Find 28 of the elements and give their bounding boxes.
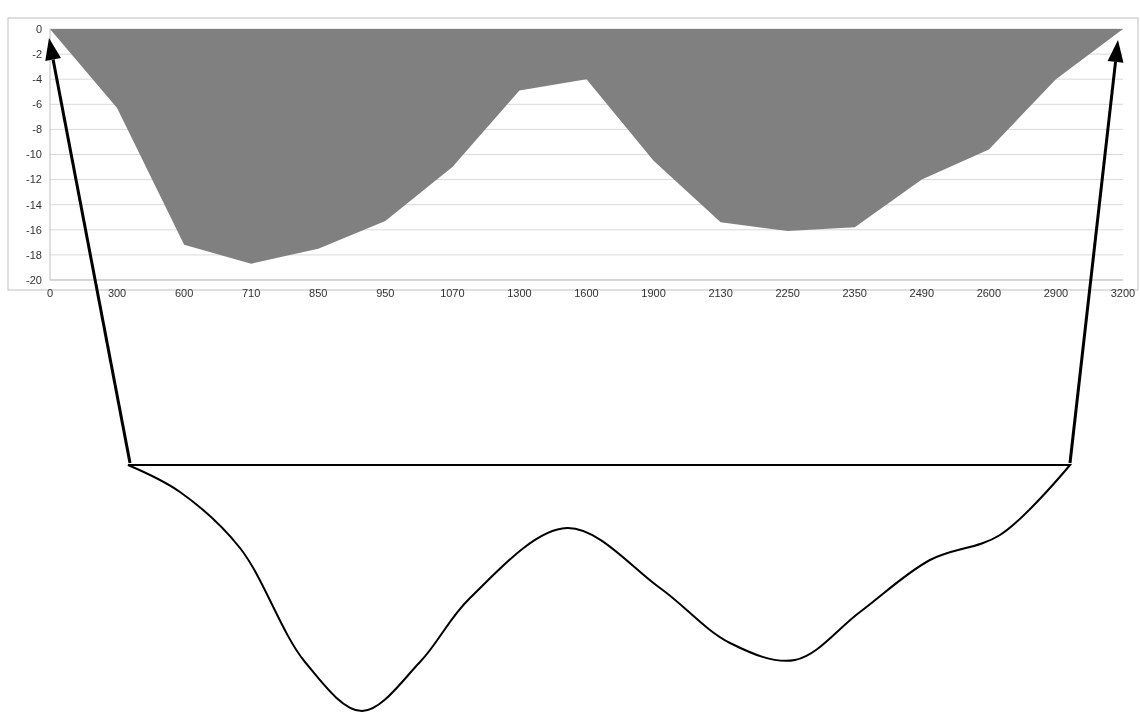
- x-tick-label: 2900: [1043, 287, 1069, 299]
- y-tick-label: -12: [26, 173, 42, 186]
- x-tick-label: 1070: [440, 287, 465, 299]
- y-tick-label: -4: [32, 73, 42, 86]
- y-tick-label: -16: [26, 223, 42, 236]
- y-tick-label: -6: [32, 98, 42, 111]
- x-tick-label: 950: [376, 287, 395, 299]
- y-tick-label: -18: [26, 248, 42, 261]
- x-tick-label: 2130: [708, 287, 733, 299]
- y-tick-label: -8: [32, 123, 42, 136]
- x-tick-label: 600: [174, 287, 194, 299]
- y-tick-label: 0: [35, 22, 42, 35]
- x-tick-label: 2490: [909, 287, 935, 299]
- x-tick-label: 710: [242, 287, 261, 299]
- x-tick-label: 2250: [775, 287, 800, 299]
- y-tick-label: -20: [26, 273, 42, 286]
- x-tick-label: 2600: [976, 287, 1002, 299]
- x-tick-label: 2350: [842, 287, 867, 299]
- x-tick-label: 3200: [1110, 287, 1136, 299]
- x-tick-label: 300: [107, 287, 127, 299]
- y-tick-label: -2: [32, 47, 42, 60]
- x-tick-label: 850: [309, 287, 328, 299]
- y-tick-label: -10: [26, 148, 42, 161]
- y-tick-label: -14: [26, 198, 42, 211]
- x-tick-label: 1300: [507, 287, 532, 299]
- x-tick-label: 1600: [574, 287, 599, 299]
- x-tick-label: 1900: [641, 287, 666, 299]
- x-tick-label: 0: [46, 287, 54, 299]
